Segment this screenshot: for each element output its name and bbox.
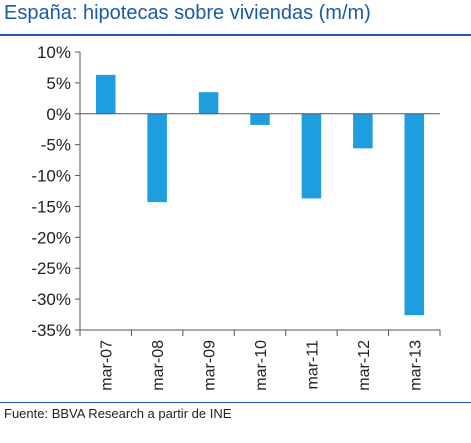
bar-mar-08 <box>147 113 167 203</box>
y-tick-label: -5% <box>41 136 71 155</box>
y-axis: 10% 5% 0% -5% -10% -15% -20% -25% -30% -35% <box>31 43 81 340</box>
bar-mar-09 <box>198 92 219 114</box>
y-tick-label: -35% <box>31 321 71 340</box>
bar-mar-12 <box>353 113 373 149</box>
bar-mar-13 <box>404 113 425 316</box>
y-tick-label: 0% <box>46 105 71 124</box>
x-tick-label: mar-13 <box>407 340 424 391</box>
chart-title: España: hipotecas sobre viviendas (m/m) <box>4 2 371 24</box>
x-tick-label: mar-11 <box>304 340 321 390</box>
x-tick-label: mar-10 <box>253 340 270 391</box>
bar-mar-10 <box>250 113 270 125</box>
y-tick-label: -10% <box>31 167 71 186</box>
y-tick-label: -30% <box>31 290 71 309</box>
y-tick-label: 5% <box>46 74 71 93</box>
x-axis: mar-07 mar-08 mar-09 mar-10 mar-11 mar-12 mar-… <box>79 113 441 391</box>
y-tick-label: -15% <box>31 197 71 216</box>
y-tick-label: 10% <box>37 43 71 62</box>
source-divider <box>0 402 471 403</box>
y-tick-label: -25% <box>31 259 71 278</box>
bar-mar-07 <box>95 74 116 114</box>
x-tick-label: mar-07 <box>99 340 116 391</box>
x-tick-label: mar-09 <box>202 340 219 391</box>
bar-chart: 10% 5% 0% -5% -10% -15% -20% -25% -30% -35% mar-0… <box>31 43 441 391</box>
x-tick-label: mar-12 <box>356 340 373 391</box>
x-tick-label: mar-08 <box>150 340 167 391</box>
bars <box>95 74 425 316</box>
title-divider <box>0 34 471 36</box>
y-tick-label: -20% <box>31 228 71 247</box>
bar-mar-11 <box>301 113 322 199</box>
source-note: Fuente: BBVA Research a partir de INE <box>4 406 232 421</box>
